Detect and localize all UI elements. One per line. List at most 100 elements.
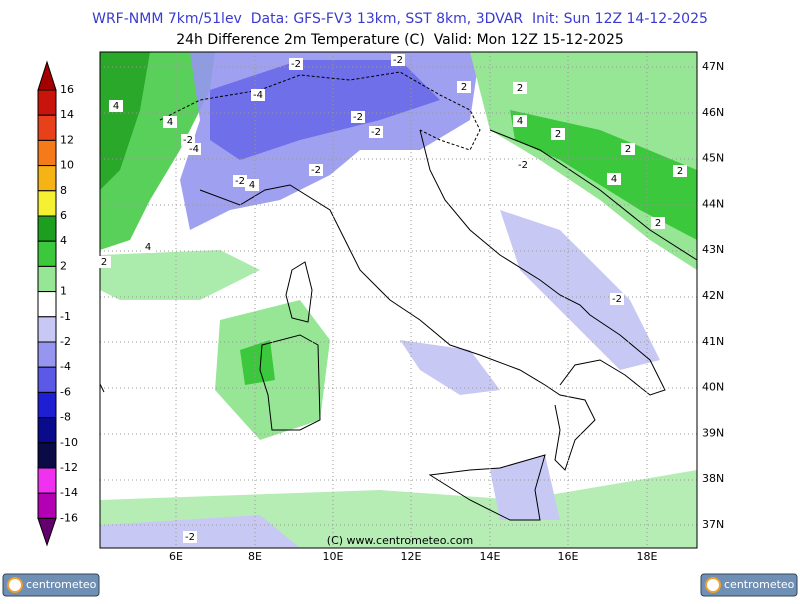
contour-label-box — [513, 82, 527, 94]
colorbar-segment — [37, 291, 57, 318]
contour-label-box — [651, 217, 665, 229]
lat-label: 41N — [702, 335, 724, 348]
lon-label: 6E — [169, 550, 183, 563]
colorbar-segment — [37, 265, 57, 293]
contour-label: -2 — [291, 59, 301, 70]
colorbar-label: -10 — [60, 436, 78, 449]
lat-label: 39N — [702, 426, 724, 439]
contour-label: 4 — [517, 116, 523, 127]
colorbar-segment — [37, 139, 57, 167]
lat-label: 40N — [702, 381, 724, 394]
contour-label-box — [391, 54, 405, 66]
contour-label: 4 — [145, 242, 151, 253]
lat-label: 37N — [702, 518, 724, 531]
colorbar-segment — [37, 366, 57, 393]
colorbar-segment — [37, 341, 57, 368]
contour-label: -2 — [371, 127, 381, 138]
contour-label: 2 — [461, 82, 467, 93]
contour-label-box — [610, 293, 624, 305]
contour-label: -2 — [185, 532, 195, 543]
contour-label-box — [141, 241, 155, 253]
colorbar-segment — [37, 442, 57, 469]
lon-label: 12E — [401, 550, 422, 563]
colorbar-label: 10 — [60, 159, 74, 172]
colorbar-label: -8 — [60, 411, 71, 424]
contour-label-box — [97, 256, 111, 268]
lat-label: 46N — [702, 106, 724, 119]
contour-label: -2 — [183, 135, 193, 146]
contour-label: 2 — [677, 166, 683, 177]
contour-label: -4 — [253, 90, 263, 101]
lat-label: 42N — [702, 289, 724, 302]
colorbar-segment — [37, 165, 57, 192]
colorbar-label: -6 — [60, 385, 71, 398]
contour-label-box — [369, 126, 383, 138]
colorbar-triangle — [37, 517, 57, 547]
colorbar-label: -1 — [60, 310, 71, 323]
colorbar-label: -2 — [60, 335, 71, 348]
colorbar-label: 12 — [60, 133, 74, 146]
lat-label: 43N — [702, 243, 724, 256]
lon-label: 8E — [248, 550, 262, 563]
contour-label-box — [233, 175, 247, 187]
contour-label: -2 — [393, 55, 403, 66]
logo: centrometeo — [700, 573, 798, 597]
contour-label-box — [351, 111, 365, 123]
colorbar-label: 8 — [60, 184, 67, 197]
colorbar-label: -16 — [60, 511, 78, 524]
contour-label-box — [673, 165, 687, 177]
colorbar-segment — [37, 89, 57, 116]
contour-label-box — [621, 143, 635, 155]
colorbar-label: 6 — [60, 209, 67, 222]
coastlines — [99, 71, 698, 521]
contour-label-box — [516, 159, 530, 171]
contour-label: 4 — [611, 174, 617, 185]
lat-label: 44N — [702, 197, 724, 210]
colorbar-label: -4 — [60, 360, 71, 373]
lon-label: 16E — [558, 550, 579, 563]
colorbar-segment — [37, 190, 57, 217]
logo: centrometeo — [2, 573, 100, 597]
colorbar-label: 16 — [60, 83, 74, 96]
logo-text: centrometeo — [26, 578, 97, 591]
contour-label: -2 — [235, 176, 245, 187]
contour-label: 2 — [101, 257, 107, 268]
contour-label-box — [457, 81, 471, 93]
contour-label-box — [251, 89, 265, 101]
contour-label: -2 — [518, 160, 528, 171]
contour-label-box — [245, 179, 259, 191]
contour-label-box — [183, 531, 197, 543]
contour-label: 2 — [517, 83, 523, 94]
colorbar-label: -12 — [60, 461, 78, 474]
lat-label: 47N — [702, 60, 724, 73]
colorbar-segment — [37, 417, 57, 444]
map-frame — [99, 51, 698, 549]
contour-label-box — [513, 115, 527, 127]
colorbar-label: 2 — [60, 259, 67, 272]
contour-label-box — [289, 58, 303, 70]
contour-label: 2 — [625, 144, 631, 155]
contour-label: 4 — [167, 117, 173, 128]
colorbar-segment — [37, 114, 57, 141]
logo-text: centrometeo — [724, 578, 795, 591]
contour-label-box — [109, 100, 123, 112]
subtitle: 24h Difference 2m Temperature (C) Valid:… — [176, 32, 624, 48]
colorbar-label: -14 — [60, 486, 78, 499]
contour-label-box — [181, 134, 195, 146]
graticule — [100, 52, 697, 548]
map-fields — [100, 52, 697, 548]
contour-label-box — [607, 173, 621, 185]
colorbar-label: 14 — [60, 108, 74, 121]
contour-label: 2 — [555, 129, 561, 140]
contour-label: -2 — [311, 165, 321, 176]
credit: (C) www.centrometeo.com — [327, 534, 473, 547]
contour-label: 4 — [249, 180, 255, 191]
title: WRF-NMM 7km/51lev Data: GFS-FV3 13km, SS… — [92, 11, 708, 27]
lon-label: 18E — [637, 550, 658, 563]
lat-label: 45N — [702, 152, 724, 165]
lon-label: 10E — [323, 550, 344, 563]
lat-label: 38N — [702, 472, 724, 485]
colorbar-segment — [37, 467, 57, 494]
contour-label: 4 — [113, 101, 119, 112]
contour-label: -2 — [353, 112, 363, 123]
